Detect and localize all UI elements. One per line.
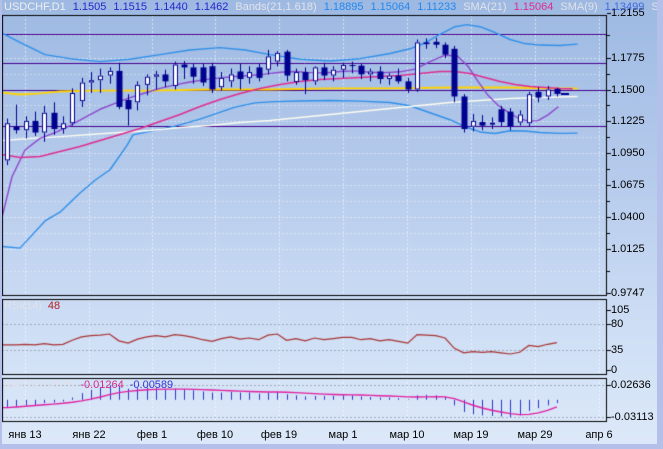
price-axis-label: 1.1775 [611,51,645,64]
bar-open: 1.1505 [72,1,107,13]
bar-low: 1.1440 [154,1,188,13]
rsi-label: RSI(14) [4,300,42,312]
time-axis[interactable]: янв 13 янв 22 фев 1 фев 10 фев 19 мар 1 мар 10… [0,422,657,444]
price-axis-label: 1.2155 [611,7,645,20]
macd-axis-label: 0.02636 [611,379,651,392]
macd-axis-label: -0.03113 [611,411,654,424]
time-axis-label: мар 10 [389,429,425,441]
price-axis-label: 1.0400 [611,211,645,224]
time-axis-label: мар 29 [517,429,553,441]
sma21-value: 1.15064 [513,1,554,13]
rsi-axis-label: 105 [611,304,630,316]
bands-middle-value: 1.15064 [370,1,411,13]
window-frame-left [0,0,2,449]
price-axis-label: 1.1500 [611,83,645,96]
sma21-label: SMA(21) [463,1,507,13]
time-axis-label: фев 1 [136,429,168,441]
bands-upper-value: 1.18895 [323,1,364,13]
time-axis-label: фев 10 [196,429,234,441]
symbol-period: USDCHF,D1 [4,1,66,13]
bands-lower-value: 1.11233 [417,1,457,13]
time-axis-label: мар 1 [328,429,358,441]
chart-info-bar: USDCHF,D1 1.1505 1.1515 1.1440 1.1462 Bands(2… [4,1,659,13]
rsi-panel-label: RSI(14) 48 [4,300,66,312]
time-axis-label: янв 22 [72,429,106,441]
time-axis-label: янв 13 [8,429,42,441]
rsi-axis-label: 80 [611,318,624,331]
sma-extra-label: SMA( [651,1,659,13]
time-axis-label: фев 19 [260,429,298,441]
bands-label: Bands(21,1.618) [235,1,317,13]
macd-label: MACD(5,26,5) [4,379,75,391]
time-axis-label: апр 6 [585,429,613,441]
window-frame-right [657,0,663,449]
bar-high: 1.1515 [113,1,148,13]
price-axis-label: 1.1225 [611,115,645,128]
price-axis[interactable]: 1.2155 1.1775 1.1500 1.1225 1.0950 1.0675 1.04… [607,0,657,444]
price-axis-label: 1.0125 [611,243,645,256]
bar-close: 1.1462 [194,1,229,13]
macd-panel-label: MACD(5,26,5) -0.01264 -0.00589 [4,379,179,391]
rsi-axis-label: 0 [611,364,618,376]
macd-signal-value: -0.01264 [80,379,124,391]
price-axis-label: 1.0950 [611,147,645,160]
time-axis-label: мар 19 [453,429,489,441]
sma9-label: SMA(9) [560,1,598,13]
macd-histogram-value: -0.00589 [129,379,174,391]
window-frame-bottom [0,444,663,449]
sma9-value: 1.13499 [604,1,645,13]
price-axis-label: 0.9747 [611,287,645,300]
price-axis-label: 1.0675 [611,179,645,192]
rsi-axis-label: 35 [611,344,624,356]
rsi-value: 48 [47,300,61,312]
